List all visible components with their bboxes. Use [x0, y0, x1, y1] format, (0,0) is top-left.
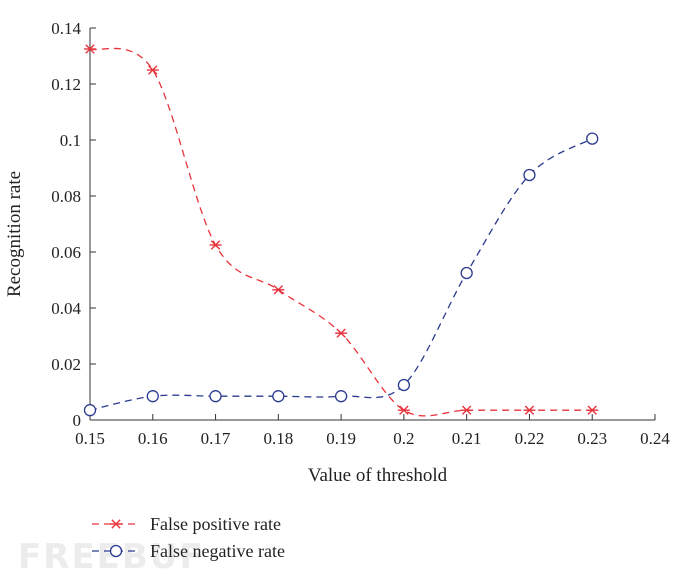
y-tick-label: 0.1: [60, 131, 81, 150]
data-point: [209, 390, 222, 403]
data-point: [335, 328, 348, 338]
y-tick-label: 0.08: [51, 187, 81, 206]
x-tick-label: 0.16: [138, 429, 168, 448]
data-point: [397, 378, 411, 392]
legend-label: False positive rate: [150, 514, 281, 534]
x-tick-label: 0.21: [452, 429, 482, 448]
data-point: [272, 285, 285, 295]
legend-marker: [109, 544, 123, 558]
y-tick-label: 0.02: [51, 355, 81, 374]
y-tick-label: 0.06: [51, 243, 81, 262]
data-point: [272, 390, 285, 403]
y-tick-label: 0: [73, 411, 82, 430]
x-tick-label: 0.19: [326, 429, 356, 448]
x-tick-label: 0.18: [263, 429, 293, 448]
data-point: [84, 44, 96, 54]
y-tick-label: 0.04: [51, 299, 81, 318]
y-tick-label: 0.12: [51, 75, 81, 94]
data-point: [334, 390, 348, 403]
data-point: [209, 240, 222, 250]
legend-marker: [110, 519, 122, 529]
series-line-2: [89, 138, 593, 411]
watermark: FREEBUF: [18, 537, 205, 577]
data-point: [460, 405, 473, 415]
data-point: [397, 405, 410, 415]
data-point: [146, 390, 159, 403]
data-point: [460, 266, 473, 280]
axes: 0.15 0.16 0.17 0.18 0.19 0.2 0.21 0.22 0.23 0.24 0…: [51, 19, 670, 448]
legend-label: False negative rate: [150, 541, 285, 561]
x-tick-label: 0.23: [577, 429, 607, 448]
x-tick-label: 0.22: [515, 429, 545, 448]
y-tick-label: 0.14: [51, 19, 81, 38]
series-line-1: [89, 47, 593, 417]
data-point: [523, 405, 536, 415]
legend: False positive rate False negative rate: [92, 514, 285, 561]
x-tick-label: 0.17: [201, 429, 231, 448]
data-point: [83, 404, 97, 417]
data-point: [586, 132, 599, 145]
data-point: [586, 405, 599, 415]
series-group: [83, 44, 599, 417]
x-tick-label: 0.15: [75, 429, 105, 448]
data-point: [523, 168, 536, 182]
y-axis-label: Recognition rate: [4, 171, 25, 297]
x-tick-label: 0.2: [393, 429, 414, 448]
x-tick-label: 0.24: [640, 429, 670, 448]
x-axis-label: Value of threshold: [308, 465, 448, 486]
data-point: [146, 65, 159, 75]
